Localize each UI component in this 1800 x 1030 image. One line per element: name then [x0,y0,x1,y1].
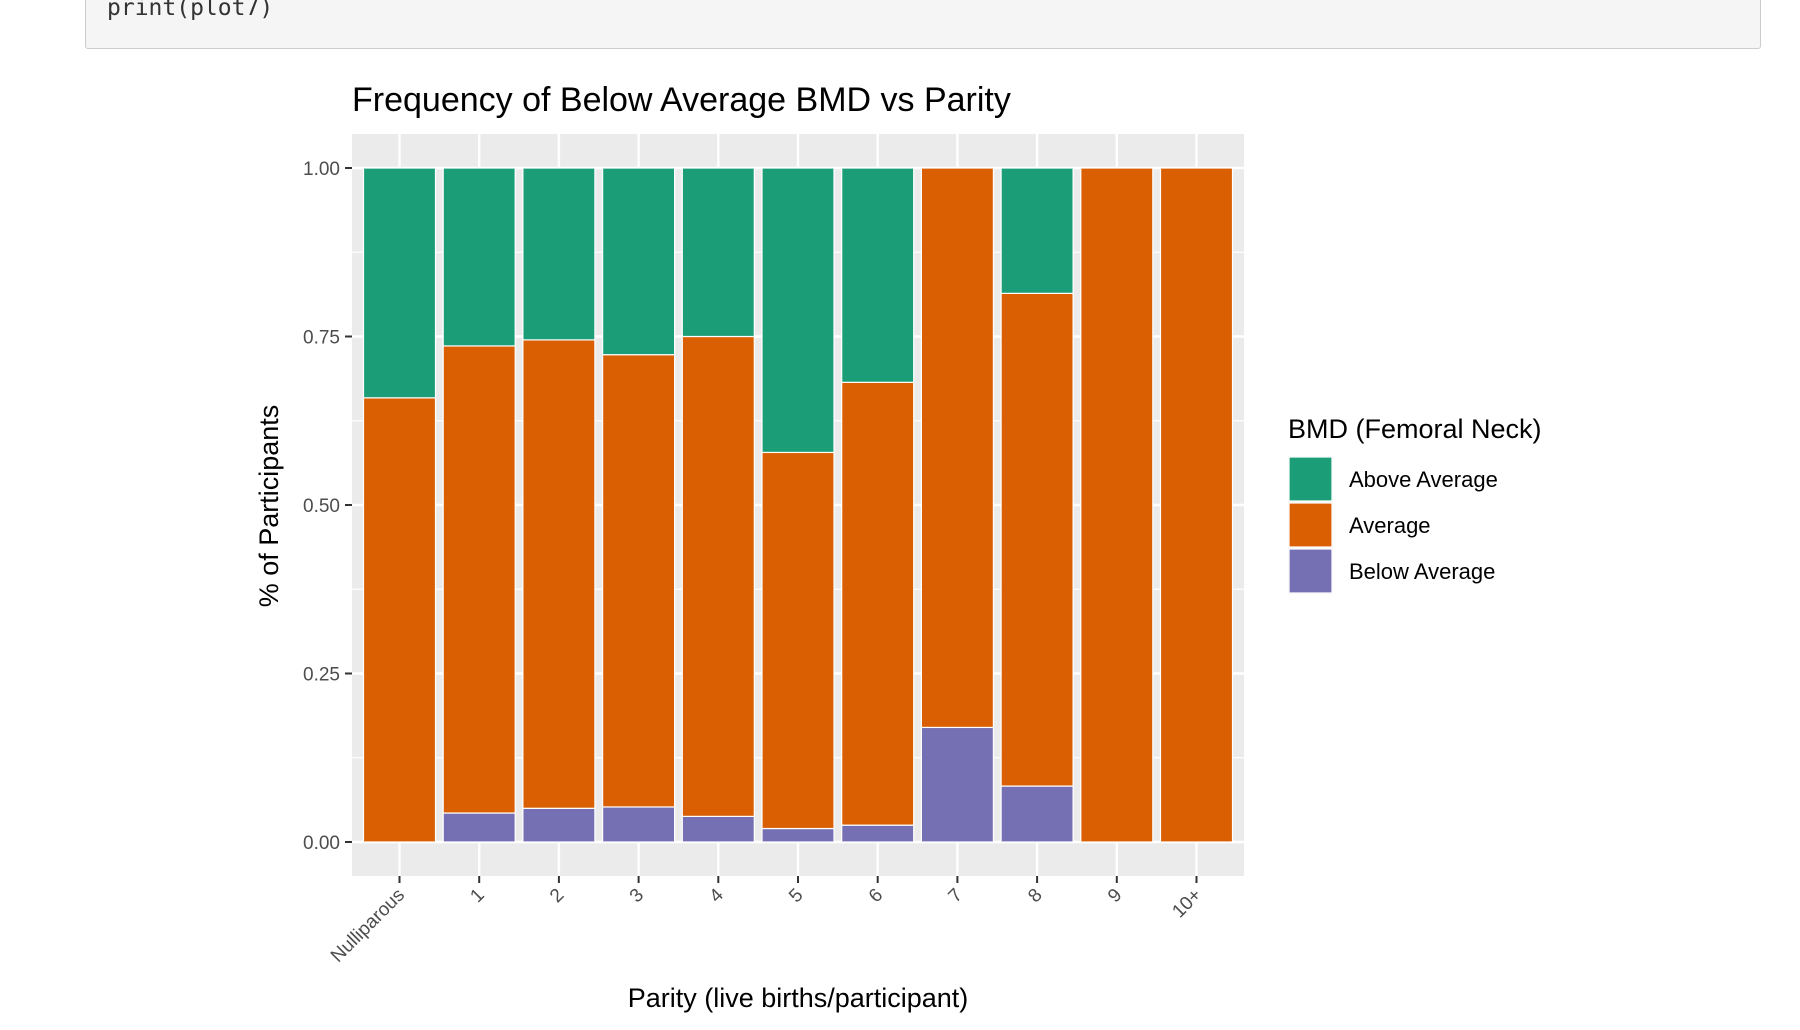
bar-segment-average [920,167,995,729]
x-axis-title: Parity (live births/participant) [628,983,969,1013]
bar-segment-below-average [522,807,596,843]
bar-segment-average [601,354,676,808]
x-tick-label: 2 [546,885,568,907]
bar-segment-average [1080,167,1154,843]
bar-segment-average [681,335,755,817]
bar-segment-below-average [442,812,516,843]
bar-segment-above-average [362,167,437,399]
bar-segment-below-average [601,806,676,843]
bars [362,167,1234,843]
y-tick-label: 0.00 [303,833,340,854]
bar-segment-below-average [1000,785,1074,843]
bar-segment-above-average [601,167,676,356]
y-tick-label: 0.25 [303,665,340,686]
x-tick-label: 6 [865,885,887,907]
x-tick-label: 9 [1104,885,1126,907]
code-block: print(plot7) [85,0,1761,49]
bar-segment-average [761,451,835,830]
x-tick-label: 5 [785,885,807,907]
legend-label: Average [1349,513,1431,538]
y-tick-label: 0.50 [303,496,340,517]
y-axis: 0.00 0.25 0.50 0.75 1.00 [303,159,352,854]
bar-segment-below-average [681,815,755,843]
x-tick-label: 1 [466,885,488,907]
legend-swatch [1288,456,1333,502]
x-tick-label: 4 [706,884,729,907]
x-tick-label: Nulliparous [327,885,409,967]
bar-segment-above-average [522,167,596,341]
bar-segment-below-average [761,827,835,843]
x-tick-label: 7 [945,885,967,907]
legend-swatch [1288,502,1333,548]
x-axis: Nulliparous 1 2 3 4 5 6 7 8 9 10+ [327,876,1206,967]
legend-title: BMD (Femoral Neck) [1288,414,1542,444]
legend-label: Above Average [1349,467,1498,492]
legend: BMD (Femoral Neck) Above Average Average B… [1288,414,1542,594]
bar-segment-average [362,397,437,843]
chart-title: Frequency of Below Average BMD vs Parity [352,81,1011,119]
bar-segment-above-average [761,167,835,454]
legend-label: Below Average [1349,559,1495,584]
bar-segment-average [442,345,516,814]
y-tick-label: 1.00 [303,159,340,180]
bar-segment-below-average [920,726,995,843]
x-tick-label: 8 [1024,885,1046,907]
bar-segment-average [841,381,915,826]
bar-segment-above-average [1000,167,1074,294]
code-line: print(plot7) [107,0,274,21]
bar-segment-above-average [442,167,516,347]
legend-swatch [1288,548,1333,594]
bar-segment-above-average [841,167,915,383]
x-tick-label: 10+ [1168,885,1206,923]
x-tick-label: 3 [626,885,648,907]
y-tick-label: 0.75 [303,328,340,349]
y-axis-title: % of Participants [254,405,284,608]
bar-segment-above-average [681,167,755,338]
bar-segment-average [522,339,596,809]
bar-segment-average [1000,292,1074,787]
bar-segment-below-average [841,824,915,843]
bar-segment-average [1159,167,1234,843]
